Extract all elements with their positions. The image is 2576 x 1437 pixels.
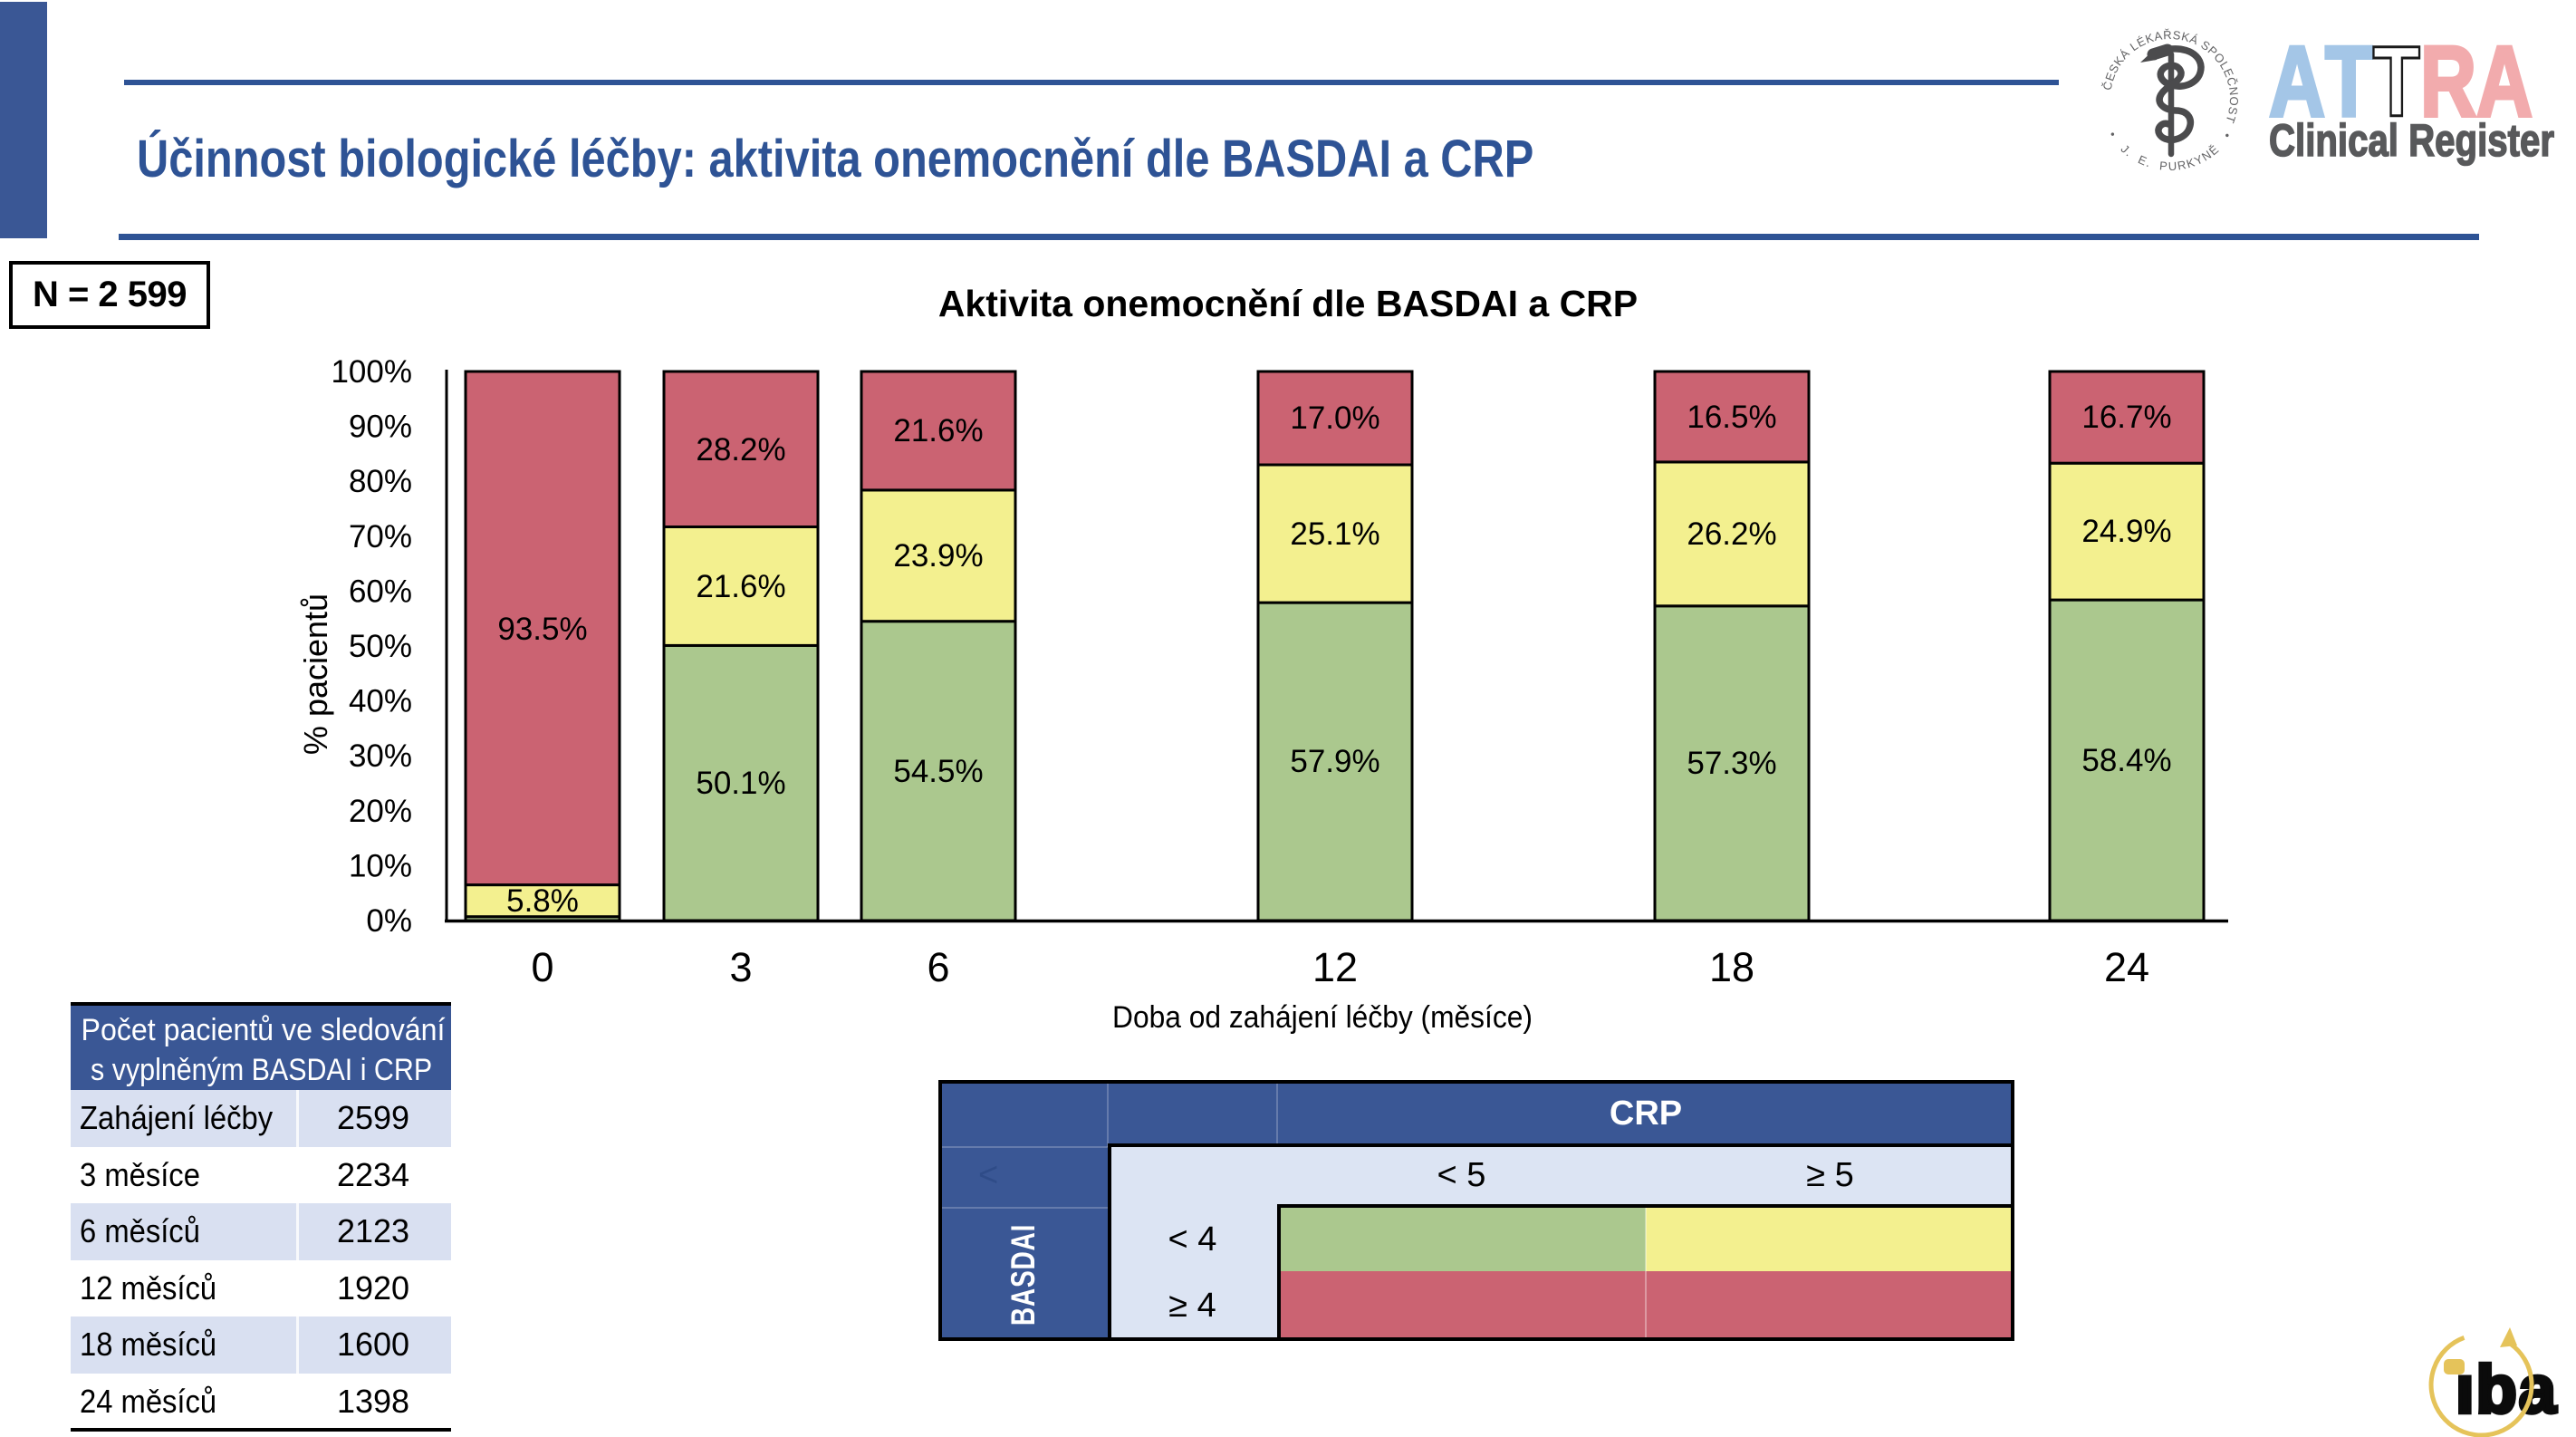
svg-text:12: 12 — [1312, 944, 1358, 990]
svg-text:3: 3 — [729, 944, 752, 990]
svg-text:A: A — [2269, 26, 2325, 138]
svg-text:17.0%: 17.0% — [1290, 400, 1379, 436]
svg-text:93.5%: 93.5% — [497, 612, 587, 647]
svg-text:100%: 100% — [331, 354, 412, 390]
svg-text:70%: 70% — [349, 519, 412, 555]
svg-text:58.4%: 58.4% — [2081, 743, 2171, 778]
svg-text:30%: 30% — [349, 738, 412, 774]
svg-text:57.3%: 57.3% — [1687, 746, 1776, 781]
svg-text:T: T — [2372, 26, 2419, 138]
svg-text:5.8%: 5.8% — [506, 883, 579, 919]
svg-text:90%: 90% — [349, 410, 412, 445]
svg-text:21.6%: 21.6% — [893, 413, 983, 448]
svg-text:26.2%: 26.2% — [1687, 516, 1776, 552]
svg-text:24: 24 — [2104, 944, 2149, 990]
svg-text:Doba od zahájení léčby (měsíce: Doba od zahájení léčby (měsíce) — [1112, 999, 1533, 1034]
svg-text:A: A — [2476, 26, 2533, 138]
svg-text:50%: 50% — [349, 629, 412, 664]
svg-text:Clinical Register: Clinical Register — [2269, 115, 2554, 166]
svg-text:25.1%: 25.1% — [1290, 516, 1379, 552]
svg-text:R: R — [2420, 26, 2476, 138]
svg-text:21.6%: 21.6% — [696, 569, 785, 604]
svg-text:Aktivita onemocnění dle BASDAI: Aktivita onemocnění dle BASDAI a CRP — [938, 283, 1638, 324]
svg-text:0: 0 — [531, 944, 553, 990]
svg-text:23.9%: 23.9% — [893, 538, 983, 574]
svg-text:16.7%: 16.7% — [2081, 400, 2171, 435]
svg-text:0%: 0% — [366, 903, 412, 939]
svg-text:50.1%: 50.1% — [696, 766, 785, 801]
svg-text:80%: 80% — [349, 464, 412, 499]
svg-text:40%: 40% — [349, 684, 412, 719]
svg-text:18: 18 — [1709, 944, 1754, 990]
svg-text:57.9%: 57.9% — [1290, 744, 1379, 779]
svg-text:24.9%: 24.9% — [2081, 514, 2171, 549]
svg-text:28.2%: 28.2% — [696, 432, 785, 468]
svg-text:% pacientů: % pacientů — [297, 593, 334, 755]
svg-text:54.5%: 54.5% — [893, 754, 983, 789]
svg-text:ıba: ıba — [2456, 1352, 2558, 1427]
svg-text:60%: 60% — [349, 574, 412, 609]
svg-text:20%: 20% — [349, 794, 412, 829]
svg-text:10%: 10% — [349, 848, 412, 883]
svg-text:6: 6 — [927, 944, 949, 990]
svg-text:T: T — [2325, 26, 2372, 138]
svg-text:16.5%: 16.5% — [1687, 400, 1776, 435]
